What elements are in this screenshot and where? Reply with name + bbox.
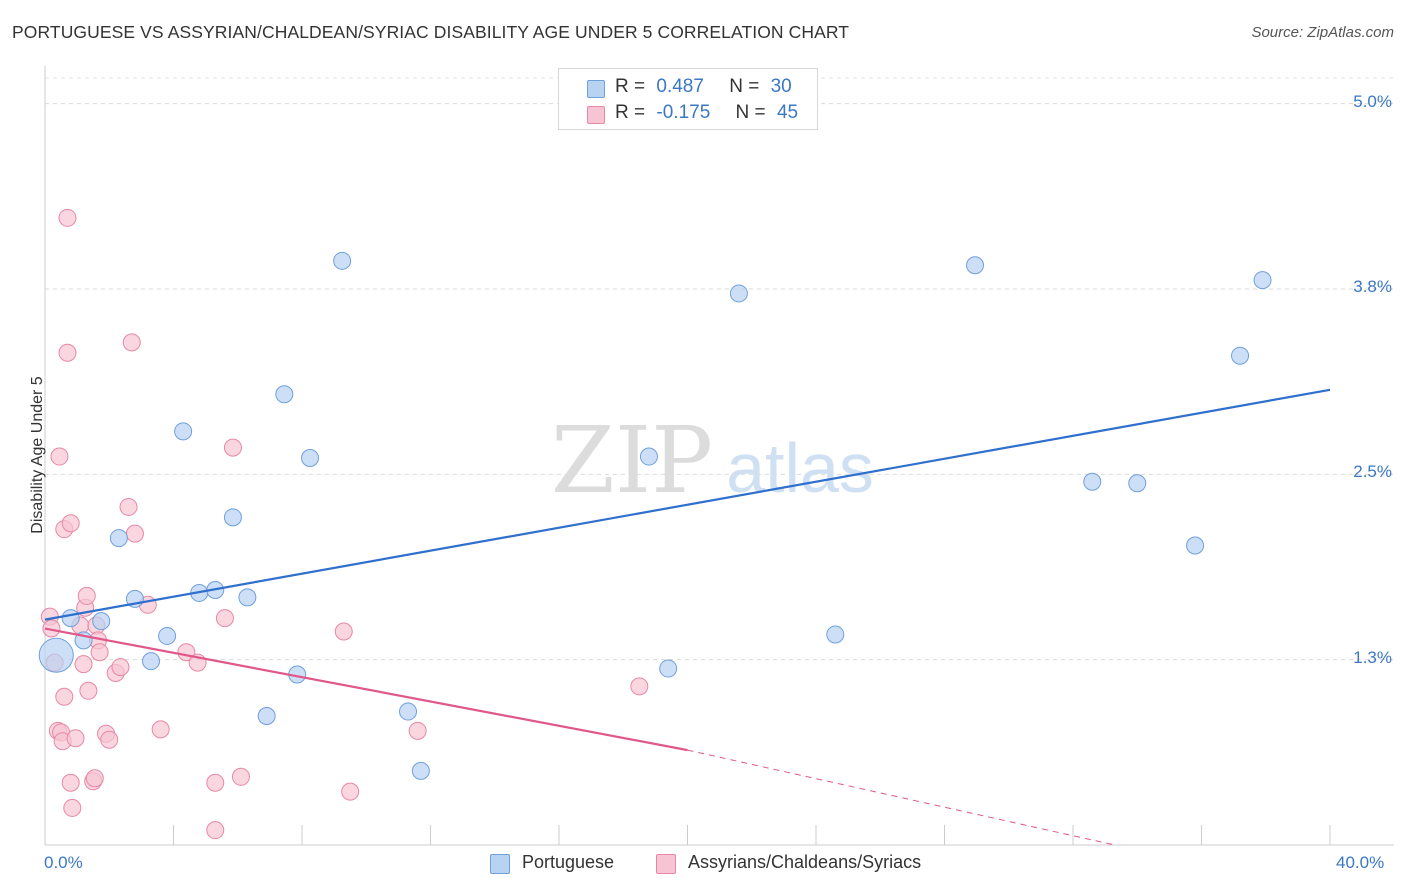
- n-label: N =: [735, 102, 766, 123]
- portuguese-point: [61, 609, 80, 628]
- stats-row-portuguese: R = 0.487 N = 30: [587, 76, 792, 100]
- assyrian-point: [122, 333, 141, 352]
- assyrian-point: [341, 782, 360, 801]
- portuguese-point: [158, 626, 177, 645]
- portuguese-point: [142, 652, 161, 671]
- assyrian-point: [408, 721, 427, 740]
- assyrian-point: [42, 619, 61, 638]
- portuguese-point: [639, 447, 658, 466]
- assyrian-point: [119, 497, 138, 516]
- assyrian-r-value: -0.175: [656, 102, 711, 123]
- x-tick-min: 0.0%: [44, 853, 83, 872]
- assyrian-point: [630, 677, 649, 696]
- assyrian-swatch: [587, 106, 605, 124]
- x-tick-max: 40.0%: [1336, 853, 1385, 872]
- assyrian-point: [55, 687, 74, 706]
- assyrian-trend-line: [44, 627, 688, 752]
- legend-item-portuguese: Portuguese: [490, 852, 615, 874]
- assyrian-point: [111, 658, 130, 677]
- stats-row-assyrian: R = -0.175 N = 45: [587, 102, 799, 126]
- portuguese-point: [1231, 346, 1250, 365]
- legend-item-assyrian: Assyrians/Chaldeans/Syriacs: [656, 852, 922, 874]
- portuguese-point: [174, 422, 193, 441]
- y-tick-label: 1.3%: [1353, 647, 1392, 667]
- assyrian-point: [77, 586, 96, 605]
- assyrian-point: [334, 622, 353, 641]
- assyrian-point: [66, 729, 85, 748]
- portuguese-point: [966, 256, 985, 275]
- portuguese-point: [275, 385, 294, 404]
- assyrian-point: [61, 773, 80, 792]
- legend-portuguese-swatch: [490, 854, 510, 874]
- portuguese-point: [826, 625, 845, 644]
- portuguese-point: [1128, 474, 1147, 493]
- watermark-atlas: atlas: [726, 429, 874, 507]
- legend-portuguese-label: Portuguese: [522, 852, 615, 872]
- assyrian-point: [61, 514, 80, 533]
- assyrian-point: [50, 447, 69, 466]
- portuguese-point: [1253, 271, 1272, 290]
- portuguese-point: [1083, 472, 1102, 491]
- stats-box: R = 0.487 N = 30 R = -0.175 N = 45: [558, 68, 818, 130]
- assyrian-point: [63, 798, 82, 817]
- r-label: R =: [615, 76, 646, 97]
- portuguese-point: [729, 284, 748, 303]
- portuguese-point: [333, 251, 352, 270]
- portuguese-point: [92, 612, 111, 631]
- portuguese-point: [411, 761, 430, 780]
- portuguese-point: [38, 637, 74, 673]
- watermark-zip: ZIP: [551, 407, 713, 514]
- assyrian-point: [100, 730, 119, 749]
- legend-assyrian-swatch: [656, 854, 676, 874]
- portuguese-trend-line: [44, 388, 1331, 621]
- y-axis-label: Disability Age Under 5: [29, 376, 46, 534]
- y-tick-label: 5.0%: [1353, 91, 1392, 111]
- assyrian-point: [90, 643, 109, 662]
- gridlines: [45, 77, 1394, 661]
- legend-assyrian-label: Assyrians/Chaldeans/Syriacs: [688, 852, 922, 872]
- assyrian-point: [79, 681, 98, 700]
- portuguese-points: [38, 251, 1272, 780]
- assyrian-point: [223, 438, 242, 457]
- assyrian-point: [58, 208, 77, 227]
- portuguese-point: [257, 707, 276, 726]
- n-label: N =: [729, 76, 760, 97]
- watermark: ZIP atlas: [551, 407, 874, 514]
- assyrian-point: [74, 655, 93, 674]
- assyrian-point: [231, 767, 250, 786]
- portuguese-point: [238, 588, 257, 607]
- trend-lines: [44, 388, 1331, 846]
- assyrian-point: [206, 821, 225, 840]
- assyrian-point: [206, 773, 225, 792]
- chart-title: PORTUGUESE VS ASSYRIAN/CHALDEAN/SYRIAC D…: [12, 22, 850, 42]
- portuguese-point: [109, 529, 128, 548]
- assyrian-point: [58, 343, 77, 362]
- r-label: R =: [615, 102, 646, 123]
- assyrian-points: [40, 208, 649, 840]
- portuguese-point: [399, 702, 418, 721]
- source-credit: Source: ZipAtlas.com: [1251, 24, 1394, 41]
- assyrian-point: [151, 720, 170, 739]
- portuguese-point: [301, 449, 320, 468]
- portuguese-n-value: 30: [770, 76, 792, 97]
- portuguese-r-value: 0.487: [656, 76, 704, 97]
- y-tick-label: 2.5%: [1353, 462, 1392, 482]
- assyrian-point: [125, 524, 144, 543]
- assyrian-trend-extension: [687, 749, 1115, 846]
- axes: [44, 66, 1394, 846]
- portuguese-point: [223, 508, 242, 527]
- assyrian-n-value: 45: [776, 102, 799, 123]
- y-tick-label: 3.8%: [1353, 276, 1392, 296]
- assyrian-point: [215, 609, 234, 628]
- assyrian-point: [85, 769, 104, 788]
- portuguese-point: [659, 659, 678, 678]
- portuguese-swatch: [587, 80, 605, 98]
- portuguese-point: [1186, 536, 1205, 555]
